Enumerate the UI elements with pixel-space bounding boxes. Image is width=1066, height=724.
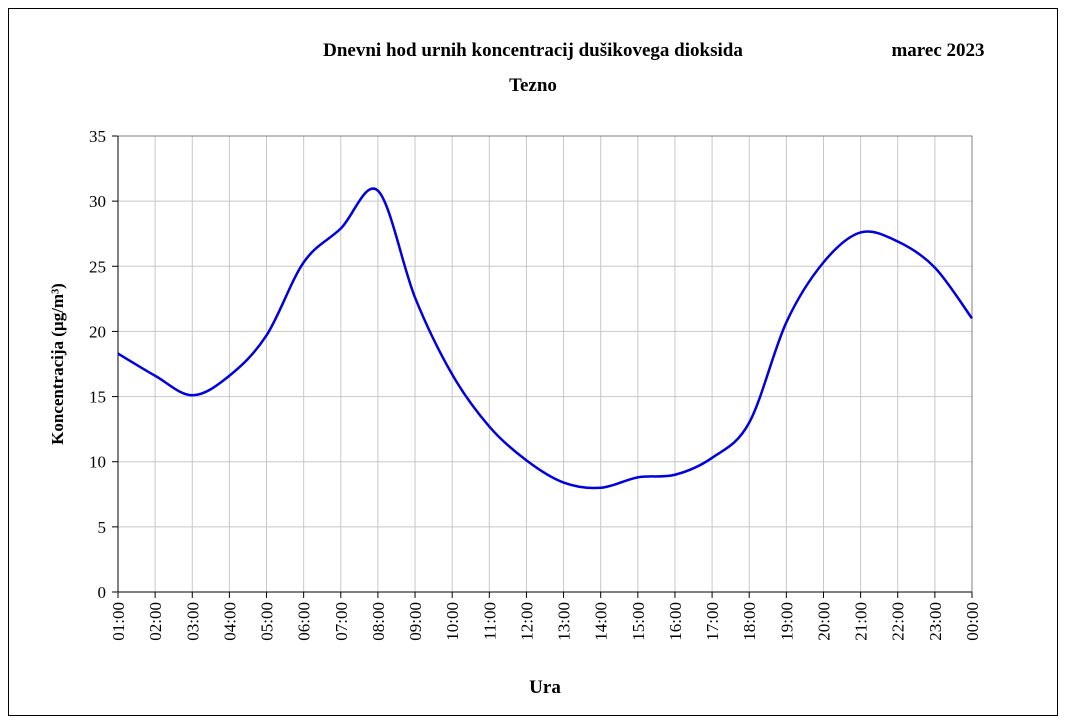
y-axis-label: Koncentracija (µg/m³) <box>48 283 67 445</box>
x-tick-label: 17:00 <box>703 602 722 641</box>
y-tick-label: 0 <box>98 583 107 602</box>
y-tick-label: 25 <box>89 257 106 276</box>
x-tick-label: 07:00 <box>332 602 351 641</box>
x-tick-label: 03:00 <box>183 602 202 641</box>
x-tick-label: 14:00 <box>592 602 611 641</box>
x-tick-label: 19:00 <box>777 602 796 641</box>
x-tick-label: 16:00 <box>666 602 685 641</box>
x-axis-label: Ura <box>529 677 561 698</box>
x-tick-label: 18:00 <box>740 602 759 641</box>
frame <box>8 8 1058 716</box>
x-tick-label: 22:00 <box>889 602 908 641</box>
x-tick-label: 02:00 <box>146 602 165 641</box>
x-tick-label: 09:00 <box>406 602 425 641</box>
x-tick-label: 21:00 <box>852 602 871 641</box>
x-tick-label: 10:00 <box>443 602 462 641</box>
chart-title: Dnevni hod urnih koncentracij dušikovega… <box>323 40 743 61</box>
y-tick-label: 20 <box>89 322 106 341</box>
x-tick-label: 01:00 <box>109 602 128 641</box>
x-tick-label: 13:00 <box>555 602 574 641</box>
x-tick-label: 15:00 <box>629 602 648 641</box>
chart-subtitle: Tezno <box>509 75 557 96</box>
y-tick-label: 10 <box>89 453 106 472</box>
line <box>117 187 974 490</box>
x-tick-label: 20:00 <box>814 602 833 641</box>
x-tick-label: 04:00 <box>220 602 239 641</box>
x-tick-label: 06:00 <box>295 602 314 641</box>
x-tick-label: 05:00 <box>258 602 277 641</box>
y-tick-label: 5 <box>98 518 107 537</box>
annotation: marec 2023 <box>891 40 984 61</box>
x-tick-label: 12:00 <box>517 602 536 641</box>
y-tick-label: 30 <box>89 192 106 211</box>
x-tick-label: 23:00 <box>926 602 945 641</box>
y-tick-label: 15 <box>89 388 106 407</box>
x-tick-label: 11:00 <box>480 602 499 640</box>
y-tick-label: 35 <box>89 127 106 146</box>
x-tick-label: 08:00 <box>369 602 388 641</box>
x-tick-label: 00:00 <box>963 602 982 641</box>
